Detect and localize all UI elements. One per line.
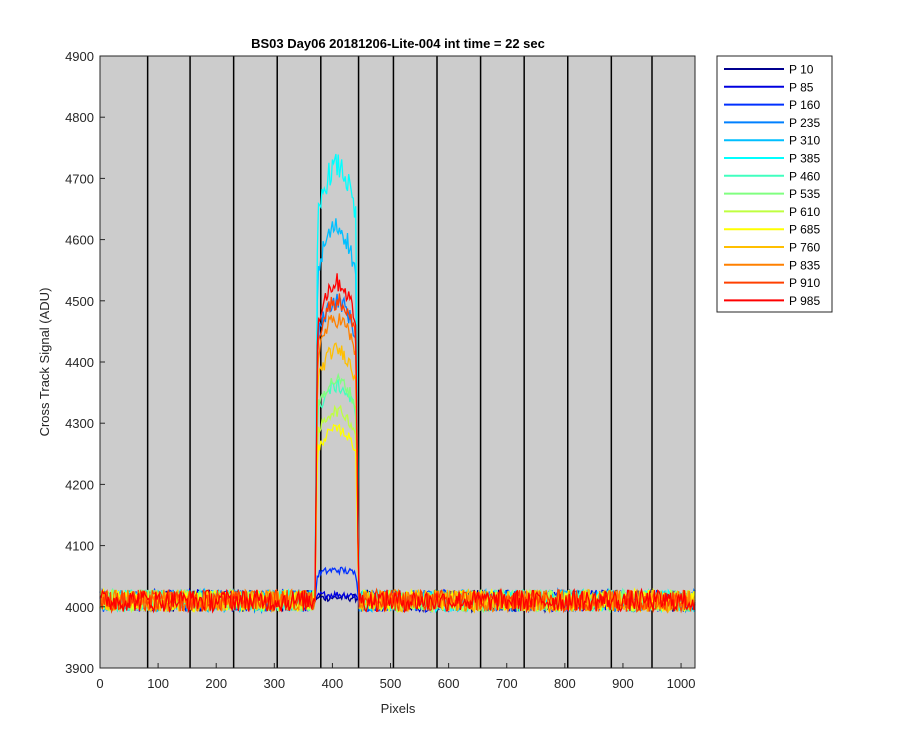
vertical-lines — [146, 56, 653, 668]
legend-label: P 835 — [789, 258, 820, 272]
y-axis-label: Cross Track Signal (ADU) — [37, 288, 52, 437]
legend-label: P 85 — [789, 80, 814, 94]
x-axis-label: Pixels — [381, 701, 416, 716]
x-tick-label: 800 — [554, 676, 576, 691]
y-tick-label: 4500 — [65, 294, 94, 309]
series-layer — [99, 153, 696, 615]
y-tick-label: 4900 — [65, 49, 94, 64]
y-tick-label: 4800 — [65, 110, 94, 125]
x-tick-label: 600 — [438, 676, 460, 691]
x-tick-label: 500 — [380, 676, 402, 691]
y-tick-label: 3900 — [65, 661, 94, 676]
y-tick-label: 4400 — [65, 355, 94, 370]
y-tick-label: 4300 — [65, 416, 94, 431]
legend-label: P 160 — [789, 98, 820, 112]
x-tick-label: 700 — [496, 676, 518, 691]
y-tick-label: 4100 — [65, 539, 94, 554]
legend-box — [716, 55, 833, 313]
x-tick-label: 400 — [322, 676, 344, 691]
x-tick-label: 900 — [612, 676, 634, 691]
chart-title: BS03 Day06 20181206-Lite-004 int time = … — [251, 36, 545, 51]
x-tick-label: 200 — [205, 676, 227, 691]
x-tick-label: 0 — [96, 676, 103, 691]
x-tick-label: 1000 — [667, 676, 696, 691]
legend-label: P 235 — [789, 116, 820, 130]
x-axis: 0 100 200 300 400 500 600 700 800 900 1000 — [96, 663, 696, 691]
series-line — [99, 273, 696, 614]
y-tick-label: 4000 — [65, 600, 94, 615]
y-tick-label: 4700 — [65, 171, 94, 186]
y-tick-label: 4200 — [65, 477, 94, 492]
legend-label: P 685 — [789, 223, 820, 237]
x-tick-label: 300 — [263, 676, 285, 691]
legend-label: P 760 — [789, 241, 820, 255]
y-tick-label: 4600 — [65, 233, 94, 248]
x-tick-label: 100 — [147, 676, 169, 691]
legend-label: P 385 — [789, 152, 820, 166]
legend-label: P 310 — [789, 134, 820, 148]
legend-label: P 10 — [789, 63, 814, 77]
y-axis: 3900 4000 4100 4200 4300 4400 4500 4600 4700 4800… — [65, 49, 105, 676]
legend-label: P 535 — [789, 187, 820, 201]
legend: P 10 P 85 P 160 P 235 P 310 P 385 P 460 P 535 P … — [716, 55, 833, 313]
plot-area — [100, 56, 695, 668]
legend-label: P 460 — [789, 169, 820, 183]
legend-label: P 910 — [789, 276, 820, 290]
legend-label: P 610 — [789, 205, 820, 219]
legend-label: P 985 — [789, 294, 820, 308]
